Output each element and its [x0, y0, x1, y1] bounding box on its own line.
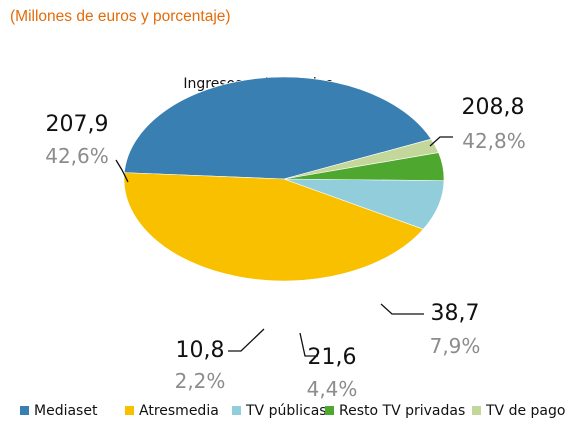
pie-slice-mediaset — [123, 76, 432, 180]
leader-lines — [115, 136, 453, 357]
value-label-resto-tv-privadas: 21,6 — [308, 345, 357, 370]
leader-line-tv-de-pago — [228, 328, 265, 352]
legend-swatch-tv-de-pago — [472, 406, 481, 415]
legend-label-mediaset: Mediaset — [34, 403, 98, 419]
leader-line-tv-publicas — [380, 303, 424, 315]
value-label-atresmedia: 208,8 — [462, 95, 525, 120]
legend-label-tv-de-pago: TV de pago — [485, 403, 565, 419]
leader-line-resto-tv-privadas — [299, 332, 318, 357]
legend-swatch-atresmedia — [125, 406, 134, 415]
legend-label-tv-publicas: TV públicas — [245, 403, 327, 419]
legend-swatch-mediaset — [20, 406, 29, 415]
pie-slice-tv-de-pago — [283, 138, 439, 180]
legend-label-atresmedia: Atresmedia — [139, 403, 219, 419]
value-label-tv-publicas: 38,7 — [431, 301, 480, 326]
legend-swatch-resto-tv-privadas — [325, 406, 334, 415]
legend: Mediaset Atresmedia TV públicas Resto TV pr… — [20, 403, 565, 419]
percent-label-atresmedia: 42,8% — [462, 129, 526, 153]
pie-top — [123, 76, 445, 282]
percent-label-tv-publicas: 7,9% — [430, 334, 481, 358]
data-labels: 207,9 42,6% 208,8 42,8% 38,7 7,9% 21,6 4,4% 10,8… — [45, 95, 526, 401]
value-label-mediaset: 207,9 — [46, 112, 109, 137]
chart-caption: (Millones de euros y porcentaje) — [10, 8, 231, 25]
percent-label-resto-tv-privadas: 4,4% — [307, 377, 358, 401]
leader-line-atresmedia — [429, 136, 453, 147]
pie-slice-atresmedia — [123, 172, 424, 282]
leader-line-mediaset — [115, 159, 129, 183]
percent-label-tv-de-pago: 2,2% — [175, 369, 226, 393]
legend-label-resto-tv-privadas: Resto TV privadas — [339, 403, 465, 419]
legend-swatch-tv-publicas — [232, 406, 241, 415]
percent-label-mediaset: 42,6% — [45, 144, 109, 168]
value-label-tv-de-pago: 10,8 — [176, 338, 225, 363]
